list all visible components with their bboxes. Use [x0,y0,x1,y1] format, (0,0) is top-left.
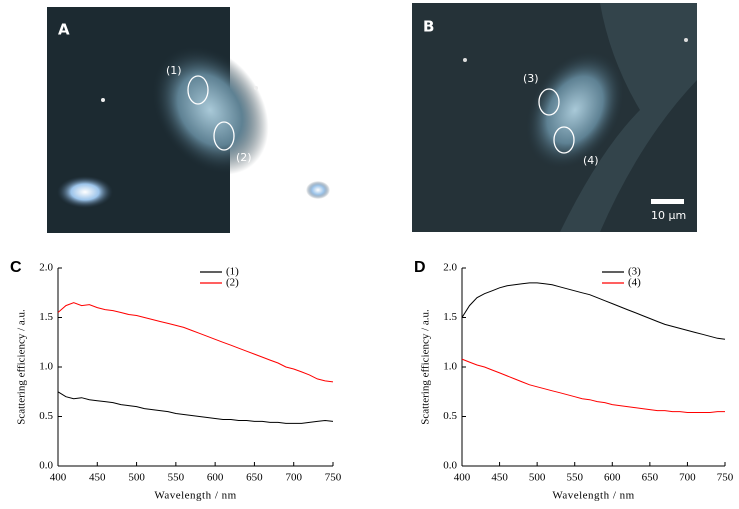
legend-label: (1) [226,266,239,278]
scale-bar-label: 10 µm [278,211,313,224]
x-tick-label: 750 [325,472,342,484]
y-tick-label: 2.0 [39,262,53,274]
region-label: (4) [583,154,599,167]
x-tick-label: 650 [246,472,263,484]
x-tick-label: 700 [285,472,302,484]
x-tick-label: 550 [566,472,583,484]
y-tick-label: 2.0 [443,262,457,274]
y-tick-label: 0.5 [443,410,457,422]
y-tick-label: 0.0 [443,460,457,472]
panel-label: C [10,259,22,276]
panel-label: A [58,21,70,39]
series-line [57,391,334,424]
x-tick-label: 400 [454,472,471,484]
x-axis-label: Wavelength / nm [154,490,236,502]
x-tick-label: 500 [529,472,546,484]
x-tick-label: 450 [89,472,106,484]
x-axis-label: Wavelength / nm [552,490,634,502]
legend-label: (2) [226,277,239,289]
y-axis-label: Scattering efficiency / a.u. [16,309,28,425]
panel-label: D [414,259,426,276]
y-tick-label: 1.5 [443,311,457,323]
x-tick-label: 550 [168,472,185,484]
y-tick-label: 0.0 [39,460,53,472]
y-tick-label: 0.5 [39,410,53,422]
series-line [461,282,726,340]
x-tick-label: 500 [128,472,145,484]
x-tick-label: 650 [642,472,659,484]
x-tick-label: 700 [679,472,696,484]
legend-label: (3) [628,266,641,278]
x-tick-label: 450 [491,472,508,484]
x-tick-label: 750 [717,472,734,484]
x-tick-label: 400 [50,472,67,484]
scale-bar-label: 10 µm [651,209,686,222]
x-tick-label: 600 [207,472,224,484]
region-label: (1) [166,64,182,77]
panel-label: B [423,18,434,36]
x-tick-label: 600 [604,472,621,484]
micrograph-b: B (3) (4) 10 µm [412,3,697,232]
y-tick-label: 1.0 [443,361,457,373]
y-tick-label: 1.5 [39,311,53,323]
legend-label: (4) [628,277,641,289]
y-axis-label: Scattering efficiency / a.u. [420,309,432,425]
region-label: (3) [523,72,539,85]
series-line [57,302,334,383]
region-label: (2) [236,151,252,164]
series-line [461,358,725,413]
y-tick-label: 1.0 [39,361,53,373]
micrograph-a: A (1) (2) 10 µm [47,7,330,233]
